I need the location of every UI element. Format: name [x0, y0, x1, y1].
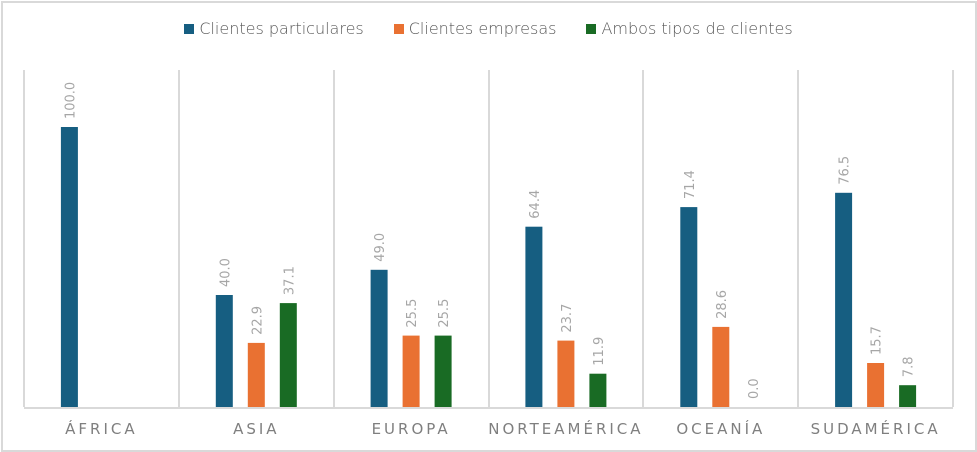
- data-label: 22.9: [250, 306, 265, 335]
- data-label: 7.8: [902, 357, 917, 378]
- bar: [712, 326, 730, 407]
- data-label: 49.0: [373, 233, 388, 262]
- legend-swatch-particulares: [184, 23, 195, 34]
- legend-item-ambos: Ambos tipos de clientes: [586, 19, 793, 38]
- data-label: 15.7: [870, 326, 885, 355]
- data-label: 25.5: [405, 299, 420, 328]
- legend-item-empresas: Clientes empresas: [393, 19, 557, 38]
- bar: [370, 269, 388, 407]
- data-label: 40.0: [218, 258, 233, 287]
- bar: [525, 226, 543, 407]
- legend-swatch-ambos: [586, 23, 597, 34]
- legend-label-particulares: Clientes particulares: [199, 19, 364, 38]
- legend-label-ambos: Ambos tipos de clientes: [601, 19, 793, 38]
- bar: [867, 363, 885, 407]
- bar: [835, 192, 853, 407]
- bar: [402, 335, 420, 407]
- bar: [899, 385, 917, 407]
- x-tick-label: EUROPA: [372, 420, 451, 438]
- bar: [434, 335, 452, 407]
- data-label: 37.1: [282, 266, 297, 295]
- x-tick-label: SUDAMÉRICA: [811, 419, 941, 438]
- data-label: 64.4: [528, 190, 543, 219]
- bar: [247, 342, 265, 407]
- x-tick-label: ÁFRICA: [65, 419, 137, 438]
- legend-swatch-empresas: [393, 23, 404, 34]
- data-label: 11.9: [592, 337, 607, 366]
- x-tick-label: NORTEAMÉRICA: [488, 419, 643, 438]
- x-tick-label: ASIA: [233, 420, 279, 438]
- bar: [680, 207, 698, 407]
- data-label: 25.5: [437, 299, 452, 328]
- data-label: 28.6: [715, 290, 730, 319]
- bar: [589, 373, 607, 407]
- data-label: 76.5: [838, 156, 853, 185]
- bar: [557, 340, 575, 407]
- bar: [215, 295, 233, 407]
- legend-label-empresas: Clientes empresas: [408, 19, 557, 38]
- data-label: 0.0: [747, 378, 762, 399]
- data-label: 100.0: [63, 82, 78, 119]
- x-tick-label: OCEANÍA: [676, 419, 765, 438]
- legend-item-particulares: Clientes particulares: [184, 19, 364, 38]
- data-label: 71.4: [683, 170, 698, 199]
- data-label: 23.7: [560, 304, 575, 333]
- legend: Clientes particulares Clientes empresas …: [0, 19, 977, 38]
- bar: [279, 303, 297, 407]
- bar: [60, 127, 78, 407]
